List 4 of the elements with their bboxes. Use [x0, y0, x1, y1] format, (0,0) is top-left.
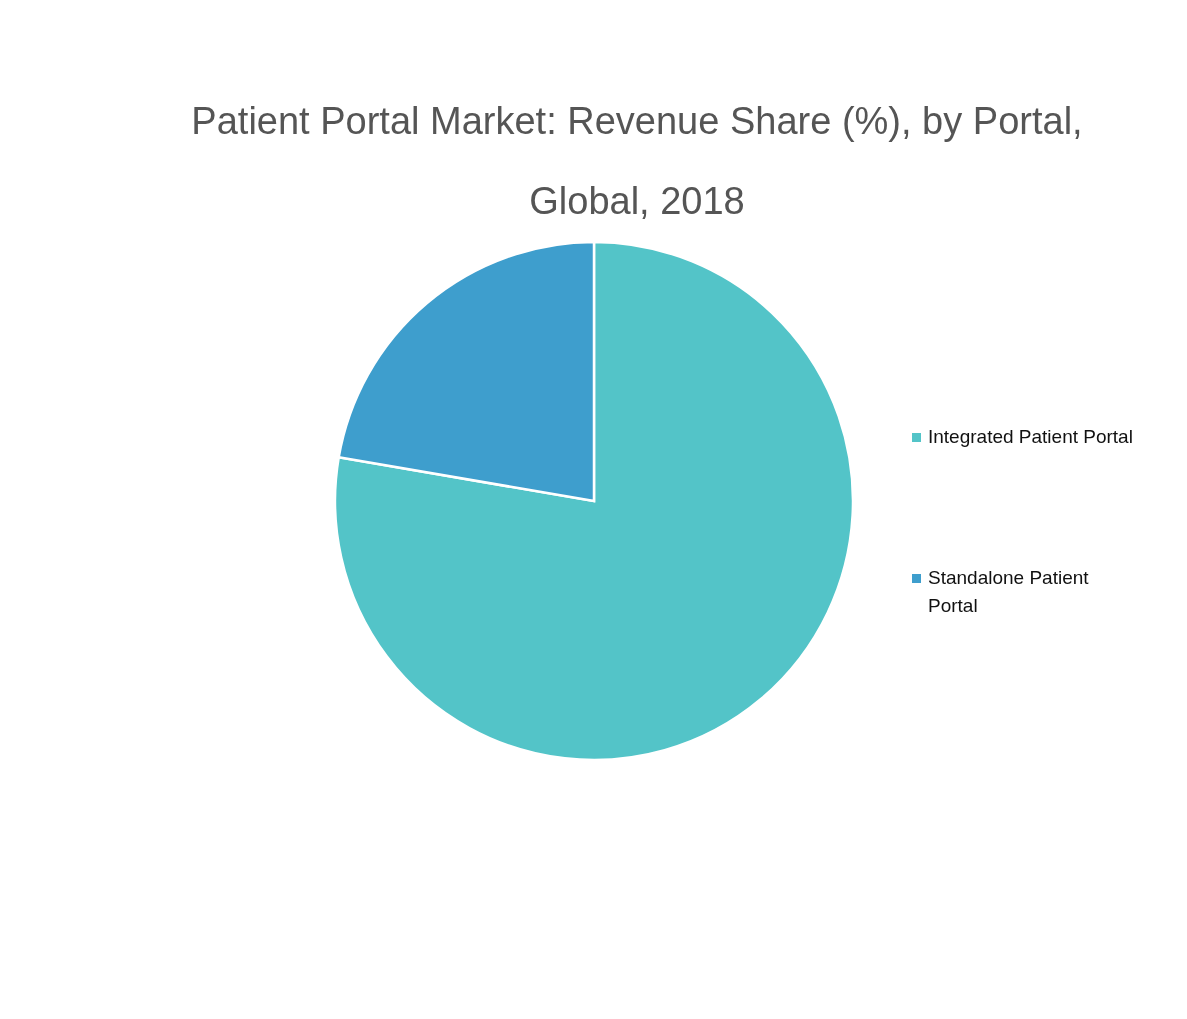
chart-title: Patient Portal Market: Revenue Share (%), by Portal, Global, 2018	[191, 100, 1083, 222]
pie-slice	[333, 240, 855, 761]
legend-label: Integrated Patient Portal	[928, 426, 1133, 448]
legend-label: Standalone Patient Portal	[928, 567, 1090, 617]
